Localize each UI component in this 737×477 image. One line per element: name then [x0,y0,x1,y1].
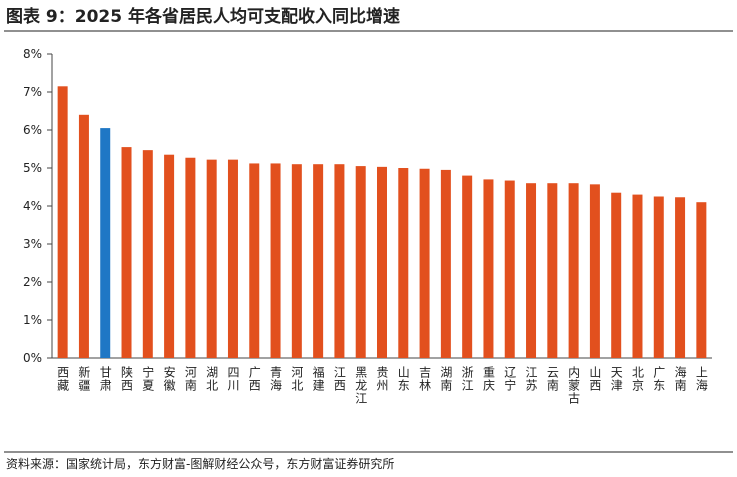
y-tick-label: 0% [23,351,42,365]
x-tick-label: 青海 [269,366,283,392]
x-tick-label: 陕西 [120,365,134,392]
x-tick-label: 福建 [311,365,325,392]
x-tick-label: 吉林 [418,366,432,392]
bar [526,183,537,358]
bar [632,194,643,358]
bar [206,159,217,358]
bar [185,157,196,358]
x-tick-label: 重庆 [481,366,495,392]
x-tick-label: 北京 [630,366,644,392]
bar [504,180,515,358]
x-tick-label: 广东 [652,366,666,392]
y-tick-label: 7% [23,85,42,99]
bar [270,163,281,358]
bar [419,168,430,358]
y-tick-label: 6% [23,123,42,137]
bar [568,183,579,358]
x-tick-label: 湖北 [205,365,219,392]
x-tick-label: 山西 [588,366,602,392]
bar [164,154,175,358]
x-tick-label: 四川 [226,366,240,392]
bar [100,128,111,358]
bar [675,197,686,358]
x-tick-label: 河南 [183,366,197,392]
bar [249,163,260,358]
x-tick-label: 天津 [609,366,623,392]
bar [483,179,494,358]
bar [78,114,89,358]
x-tick-label: 上海 [694,366,708,392]
y-tick-label: 3% [23,237,42,251]
bar [547,183,558,358]
bar [355,166,366,358]
bar [121,147,132,358]
bar [57,86,68,359]
bar [313,164,324,358]
bar [696,202,707,358]
bar [589,184,600,358]
x-tick-label: 贵州 [375,366,389,392]
y-tick-label: 4% [23,199,42,213]
bar [462,175,473,358]
x-tick-label: 宁夏 [141,365,155,392]
x-tick-label: 浙江 [460,366,474,392]
x-tick-label: 辽宁 [503,366,517,392]
bar [142,150,153,358]
x-tick-label: 广西 [247,366,261,392]
y-tick-label: 1% [23,313,42,327]
bar [377,166,387,358]
chart-title: 图表 9：2025 年各省居民人均可支配收入同比增速 [6,6,400,27]
y-tick-label: 2% [23,275,42,289]
x-tick-label: 云南 [545,366,559,392]
x-tick-label: 甘肃 [98,366,112,392]
bar [611,192,622,358]
x-tick-label: 黑龙江 [354,366,368,405]
x-tick-label: 海南 [673,365,687,392]
x-tick-label: 江苏 [524,366,538,392]
bar [334,164,345,358]
x-tick-label: 湖南 [439,365,453,392]
y-tick-label: 5% [23,161,42,175]
x-tick-label: 西藏 [56,366,70,392]
x-tick-label: 河北 [290,366,304,392]
bar [440,169,451,358]
x-tick-label: 安徽 [162,365,176,392]
x-tick-label: 山东 [396,366,410,392]
x-tick-label: 新疆 [77,365,91,392]
bar [653,196,664,358]
bar [291,164,302,358]
x-tick-label: 内蒙古 [567,366,581,405]
y-tick-label: 8% [23,47,42,61]
x-tick-label: 江西 [332,366,346,392]
source-note: 资料来源：国家统计局，东方财富-图解财经公众号，东方财富证券研究所 [6,456,394,471]
bar [227,159,238,358]
bar [398,168,409,358]
